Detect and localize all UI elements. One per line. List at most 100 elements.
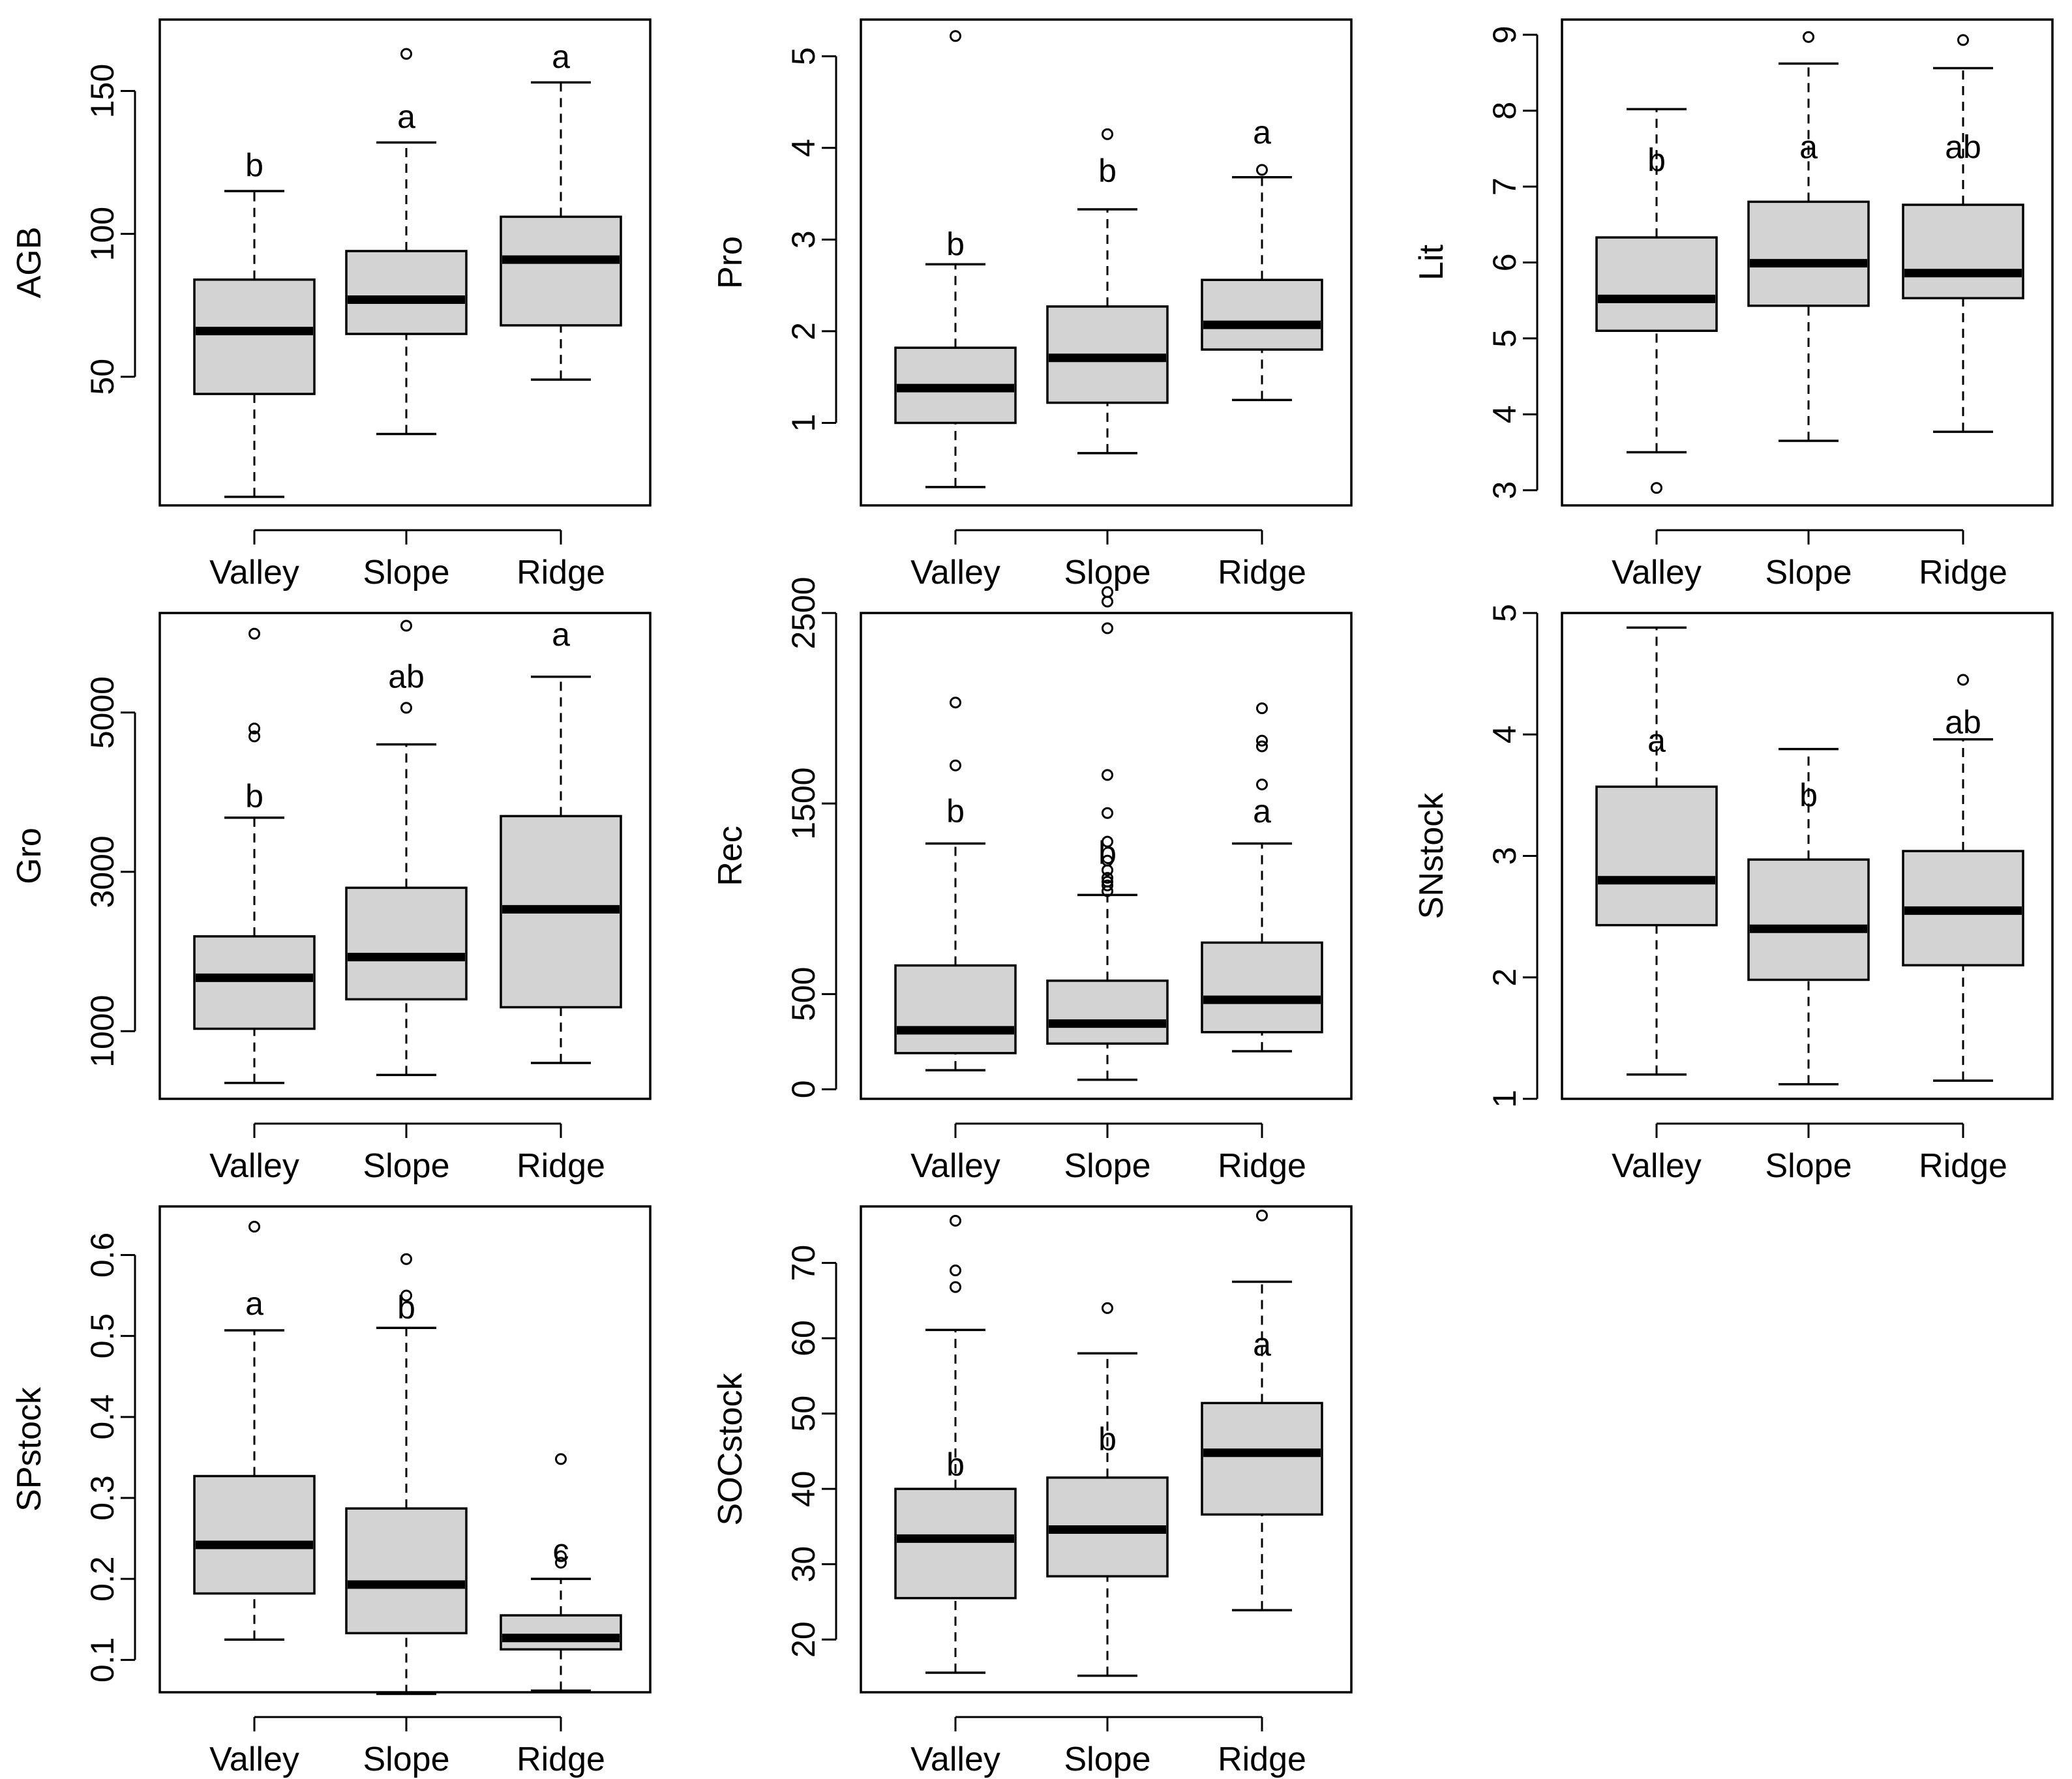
x-tick-label: Valley	[209, 1741, 299, 1778]
box-slope: Slope b	[1747, 747, 1870, 1185]
x-tick-label: Ridge	[517, 1147, 605, 1185]
x-tick-label: Valley	[1612, 1147, 1702, 1185]
iqr-box	[1201, 278, 1323, 351]
outlier-point	[1102, 769, 1113, 781]
panel-gro: 1000 3000 5000 Gro Valley b Slope ab Ridge a	[10, 612, 652, 1185]
y-tick-label: 6	[1486, 254, 1523, 272]
outlier-point	[555, 1557, 567, 1569]
outlier-point	[950, 1281, 961, 1293]
y-tick-label: 100	[84, 207, 121, 261]
box-valley: Valley b	[193, 147, 316, 591]
outlier-point	[950, 1264, 961, 1277]
significance-letter: a	[552, 38, 570, 75]
plot-frame	[1561, 612, 2054, 1100]
panel-agb: 50 100 150 AGB Valley b Slope a Ridge a	[10, 18, 652, 591]
y-tick-label: 5000	[84, 676, 121, 749]
iqr-box	[1747, 858, 1870, 981]
y-tick-label: 50	[84, 359, 121, 395]
box-valley: Valley b	[1595, 108, 1718, 591]
outlier-point	[400, 702, 412, 714]
y-tick-label: 3	[1486, 847, 1523, 865]
panel-pro: 1 2 3 4 5 Pro Valley b Slope b Ridge a	[712, 18, 1353, 591]
iqr-box	[894, 964, 1017, 1054]
outlier-point	[1102, 622, 1113, 635]
box-ridge: Ridge a	[1201, 1209, 1323, 1778]
iqr-box	[1046, 979, 1169, 1045]
significance-letter: b	[245, 778, 263, 815]
box-slope: Slope ab	[345, 620, 468, 1185]
box-ridge: Ridge a	[1201, 114, 1323, 591]
y-tick-label: 150	[84, 64, 121, 118]
plot-frame	[158, 1205, 652, 1694]
outlier-point	[248, 730, 260, 743]
x-tick-label: Slope	[363, 554, 450, 591]
outlier-point	[1102, 807, 1113, 819]
outlier-point	[1256, 778, 1268, 790]
significance-letter: b	[1098, 153, 1117, 189]
outlier-point	[950, 1214, 961, 1227]
y-tick-label: 8	[1486, 102, 1523, 120]
outlier-point	[1102, 586, 1113, 598]
iqr-box	[345, 886, 468, 1001]
significance-letter: b	[1647, 142, 1666, 178]
plot-frame	[860, 1205, 1353, 1694]
outlier-point	[555, 1453, 567, 1465]
iqr-box	[500, 215, 622, 327]
box-ridge: Ridge ab	[1902, 674, 2024, 1185]
y-tick-label: 20	[785, 1621, 822, 1658]
box-slope: Slope a	[1747, 31, 1870, 591]
y-tick-label: 2	[785, 322, 822, 340]
y-tick-label: 2500	[785, 576, 822, 649]
outlier-point	[1102, 595, 1113, 608]
y-tick-label: 40	[785, 1471, 822, 1507]
outlier-point	[248, 723, 260, 735]
significance-letter: ab	[1945, 704, 1981, 741]
box-ridge: Ridge a	[1201, 702, 1323, 1185]
y-tick-label: 0.6	[84, 1233, 121, 1278]
x-tick-label: Ridge	[517, 554, 605, 591]
y-tick-label: 5	[1486, 604, 1523, 622]
y-axis-title: SOCstock	[712, 1372, 749, 1525]
iqr-box	[1747, 200, 1870, 307]
plot-frame	[158, 612, 652, 1100]
iqr-box	[1595, 785, 1718, 927]
outlier-point	[1102, 835, 1113, 848]
y-tick-label: 3000	[84, 835, 121, 908]
y-tick-label: 7	[1486, 177, 1523, 196]
x-tick-label: Valley	[209, 1147, 299, 1185]
box-slope: Slope b	[1046, 586, 1169, 1185]
box-valley: Valley a	[193, 1221, 316, 1778]
y-tick-label: 2	[1486, 968, 1523, 987]
y-tick-label: 1500	[785, 768, 822, 840]
significance-letter: b	[1098, 1421, 1117, 1458]
outlier-point	[1102, 879, 1113, 891]
box-ridge: Ridge a	[500, 616, 622, 1185]
significance-letter: a	[245, 1285, 263, 1322]
significance-letter: b	[946, 1446, 965, 1483]
outlier-point	[1803, 31, 1814, 43]
x-tick-label: Slope	[1064, 1741, 1151, 1778]
significance-letter: c	[553, 1532, 569, 1569]
outlier-point	[1256, 164, 1268, 176]
y-tick-label: 5	[1486, 329, 1523, 348]
y-tick-label: 1	[785, 414, 822, 432]
y-tick-label: 30	[785, 1546, 822, 1583]
outlier-point	[950, 759, 961, 771]
y-tick-label: 0.2	[84, 1556, 121, 1602]
x-tick-label: Slope	[1064, 554, 1151, 591]
box-valley: Valley b	[894, 30, 1017, 591]
outlier-point	[1256, 702, 1268, 715]
iqr-box	[193, 278, 316, 395]
outlier-point	[1256, 1209, 1268, 1221]
panel-snstock: 1 2 3 4 5 SNstock Valley a Slope b Ridge ab	[1413, 604, 2054, 1185]
significance-letter: b	[245, 147, 263, 184]
y-axis-title: SNstock	[1413, 792, 1450, 919]
x-tick-label: Ridge	[1218, 1147, 1306, 1185]
x-tick-label: Slope	[1064, 1147, 1151, 1185]
y-tick-label: 5	[785, 47, 822, 65]
iqr-box	[1595, 236, 1718, 333]
outlier-point	[400, 48, 412, 60]
y-tick-label: 50	[785, 1396, 822, 1432]
y-tick-label: 0	[785, 1080, 822, 1098]
outlier-point	[950, 30, 961, 42]
